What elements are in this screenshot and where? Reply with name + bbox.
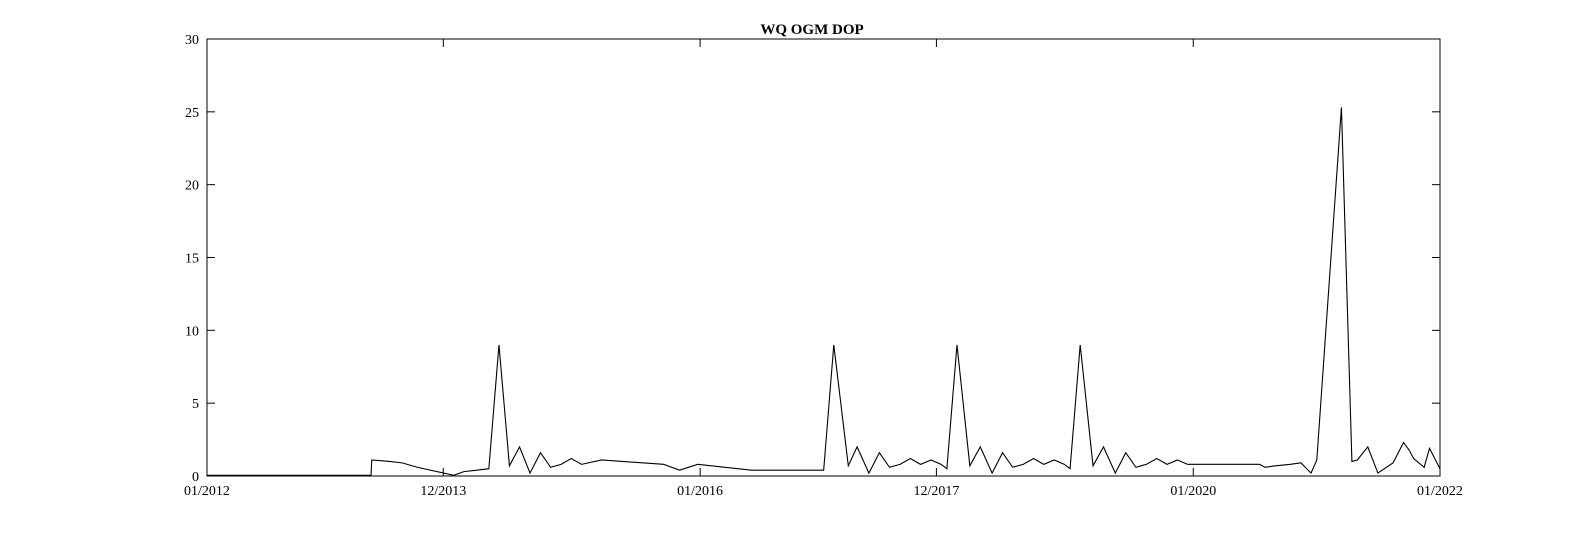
x-tick-label: 12/2017 <box>913 484 959 499</box>
x-tick-label: 01/2020 <box>1170 484 1216 499</box>
x-tick-label: 01/2016 <box>677 484 723 499</box>
y-tick-label: 0 <box>192 470 199 485</box>
y-tick-label: 15 <box>185 252 199 267</box>
x-tick-label: 01/2022 <box>1417 484 1463 499</box>
chart-title: WQ OGM DOP <box>760 22 863 38</box>
y-tick-label: 30 <box>185 33 199 48</box>
y-tick-label: 5 <box>192 397 199 412</box>
y-tick-label: 10 <box>185 324 199 339</box>
y-tick-label: 20 <box>185 179 199 194</box>
x-tick-label: 01/2012 <box>184 484 230 499</box>
x-tick-label: 12/2013 <box>420 484 466 499</box>
y-tick-label: 25 <box>185 106 199 121</box>
